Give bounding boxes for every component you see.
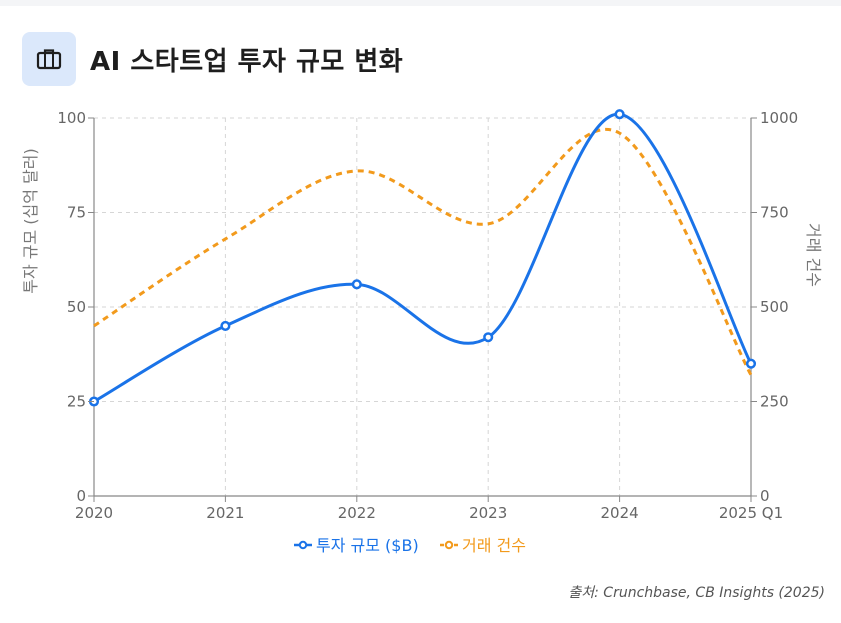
legend-item-investment[interactable]: 투자 규모 ($B) <box>294 536 419 555</box>
data-point[interactable] <box>351 279 362 290</box>
y-left-tick-label: 75 <box>67 204 86 222</box>
grid-lines <box>93 117 752 497</box>
series-lines <box>88 109 757 407</box>
y-right-tick-label: 250 <box>760 393 789 411</box>
y-right-tick-label: 500 <box>760 298 789 316</box>
data-point[interactable] <box>745 358 757 369</box>
data-point[interactable] <box>483 332 494 343</box>
data-point[interactable] <box>220 320 231 331</box>
x-tick-label: 2025 Q1 <box>719 504 783 522</box>
y-left-tick-label: 50 <box>67 298 86 316</box>
data-point[interactable] <box>614 109 625 120</box>
x-tick-label: 2023 <box>469 504 507 522</box>
x-tick-label: 2021 <box>206 504 244 522</box>
y-axis-right-label: 거래 건수 <box>804 223 823 287</box>
legend-item-deals[interactable]: 거래 건수 <box>440 536 526 555</box>
x-tick-label: 2024 <box>601 504 639 522</box>
x-tick-label: 2022 <box>338 504 376 522</box>
briefcase-icon <box>22 32 76 86</box>
y-left-tick-label: 0 <box>76 487 86 505</box>
y-left-tick-label: 25 <box>67 393 86 411</box>
legend: 투자 규모 ($B) 거래 건수 <box>294 536 526 555</box>
y-left-tick-label: 100 <box>57 109 86 127</box>
y-right-tick-label: 1000 <box>760 109 798 127</box>
source-note: 출처: Crunchbase, CB Insights (2025) <box>568 585 825 601</box>
legend-label-deals: 거래 건수 <box>462 536 526 555</box>
x-tick-label: 2020 <box>75 504 113 522</box>
page-title: AI 스타트업 투자 규모 변화 <box>90 46 404 77</box>
chart-header: AI 스타트업 투자 규모 변화 <box>22 32 403 86</box>
series-line-0 <box>93 112 753 403</box>
legend-label-investment: 투자 규모 ($B) <box>316 536 419 555</box>
y-right-tick-label: 750 <box>760 204 789 222</box>
series-line-1 <box>93 128 753 376</box>
top-strip <box>0 0 841 6</box>
y-axis-left-label: 투자 규모 (십억 달러) <box>21 148 40 294</box>
y-right-tick-label: 0 <box>760 487 770 505</box>
